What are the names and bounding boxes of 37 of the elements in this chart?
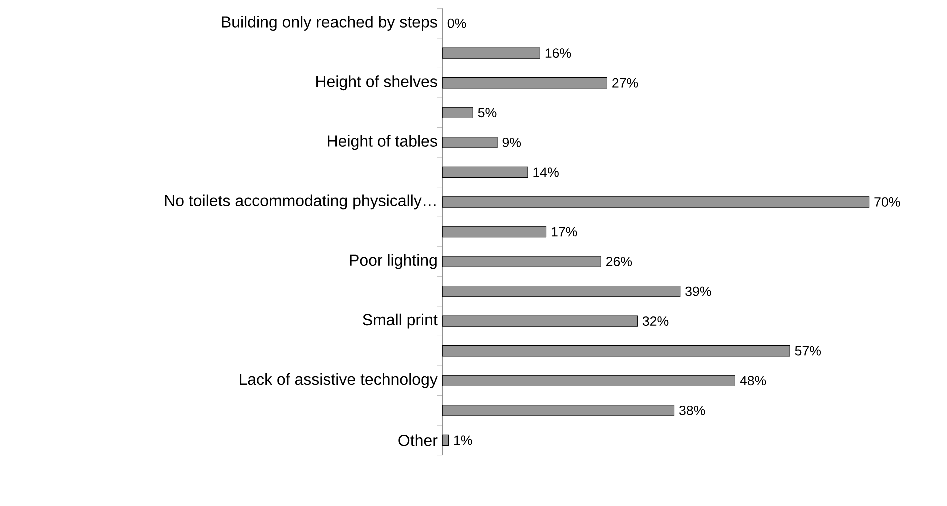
y-tick-label: Small print xyxy=(363,314,438,329)
bar xyxy=(442,316,638,327)
bar xyxy=(442,375,736,386)
data-label: 38% xyxy=(679,406,706,416)
y-tick-label: Height of shelves xyxy=(316,76,438,91)
y-tick-label: Poor lighting xyxy=(350,254,437,270)
data-label: 48% xyxy=(740,376,766,386)
data-label: 1% xyxy=(454,436,472,446)
data-label: 5% xyxy=(478,108,497,118)
data-label: 16% xyxy=(546,48,572,58)
y-tick-label: No toilets accommodating physically… xyxy=(165,194,436,210)
data-label: 32% xyxy=(642,316,669,326)
data-label: 39% xyxy=(686,286,712,296)
bar xyxy=(442,346,790,357)
data-label: 70% xyxy=(874,198,900,207)
bar xyxy=(442,196,870,208)
y-tick-label: Height of tables xyxy=(328,135,438,150)
bar xyxy=(442,166,528,178)
bar xyxy=(442,405,675,416)
bar xyxy=(442,434,450,446)
bar xyxy=(442,48,540,59)
y-tick-label: Building only reached by steps xyxy=(222,16,438,32)
bar xyxy=(442,78,608,89)
bar xyxy=(442,107,474,118)
data-label: 57% xyxy=(795,346,822,356)
y-tick-label: Lack of assistive technology xyxy=(240,373,438,388)
data-label: 0% xyxy=(448,18,466,28)
data-label: 14% xyxy=(534,168,559,178)
y-tick-label: Other xyxy=(398,434,438,446)
bar xyxy=(442,286,681,298)
data-label: 17% xyxy=(552,227,578,237)
bar xyxy=(442,226,547,238)
data-label: 9% xyxy=(502,138,522,148)
bar xyxy=(442,256,602,268)
data-label: 27% xyxy=(612,78,638,88)
bar xyxy=(442,137,498,148)
data-label: 26% xyxy=(606,257,632,266)
